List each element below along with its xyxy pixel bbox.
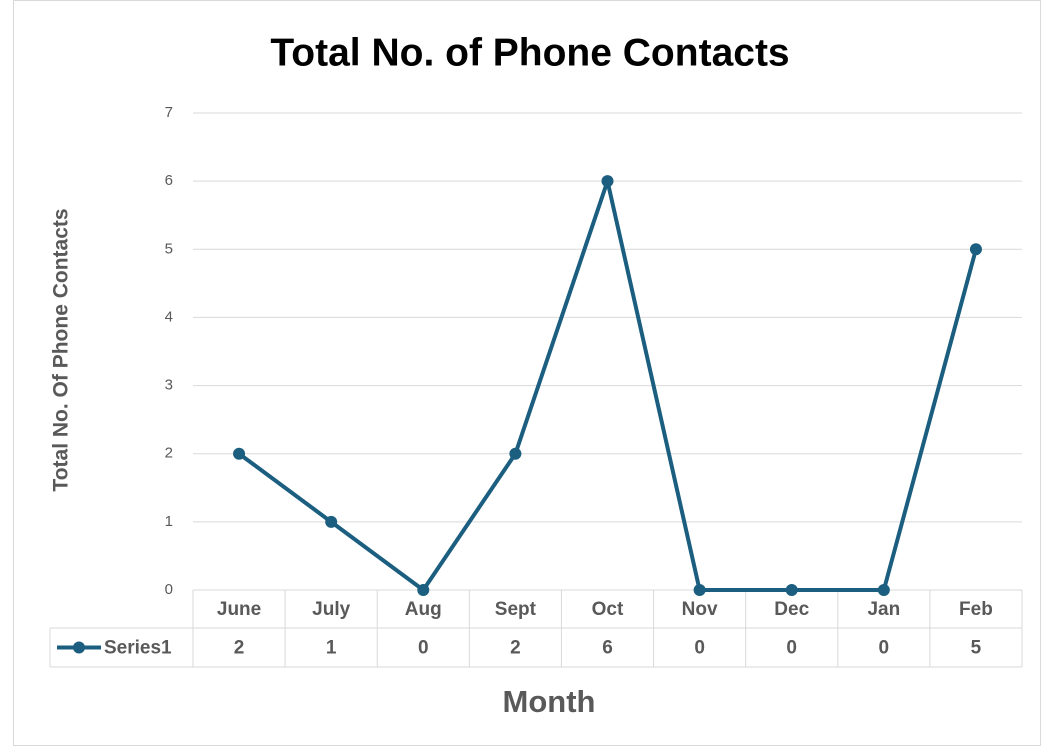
data-point [601,175,614,188]
table-value: 6 [602,638,613,659]
table-value: 0 [694,638,705,659]
y-tick-label: 7 [165,104,173,121]
data-point [969,243,982,256]
y-tick-label: 5 [165,240,173,257]
x-tick-label: June [217,599,261,620]
y-tick-label: 1 [165,513,173,530]
data-point [509,447,522,460]
table-value: 0 [786,638,797,659]
legend-key-marker [73,641,85,654]
table-value: 2 [510,638,521,659]
y-axis-title: Total No. Of Phone Contacts [50,208,73,491]
y-tick-label: 0 [165,581,173,598]
x-tick-label: Dec [774,599,809,620]
data-point [785,584,798,596]
table-value: 1 [326,638,337,659]
y-tick-label: 6 [165,172,173,189]
table-value: 0 [418,638,429,659]
x-tick-label: Nov [682,599,718,620]
data-point [417,584,430,596]
y-tick-label: 3 [165,377,173,394]
x-tick-label: Feb [959,599,993,620]
y-tick-label: 2 [165,445,173,462]
data-point [693,584,706,596]
data-point [325,515,338,528]
table-value: 2 [234,638,245,659]
x-tick-label: Jan [867,599,900,620]
x-tick-label: Aug [405,599,442,620]
x-axis-title: Month [503,684,596,719]
data-point [877,584,890,596]
data-point [233,447,246,460]
table-value: 5 [971,638,982,659]
chart-border [13,0,1041,746]
chart-title: Total No. of Phone Contacts [270,31,789,74]
legend-label: Series1 [104,638,172,659]
x-tick-label: Oct [592,599,624,620]
x-tick-label: July [312,599,350,620]
table-value: 0 [879,638,890,659]
y-tick-label: 4 [165,308,173,325]
x-tick-label: Sept [495,599,537,620]
